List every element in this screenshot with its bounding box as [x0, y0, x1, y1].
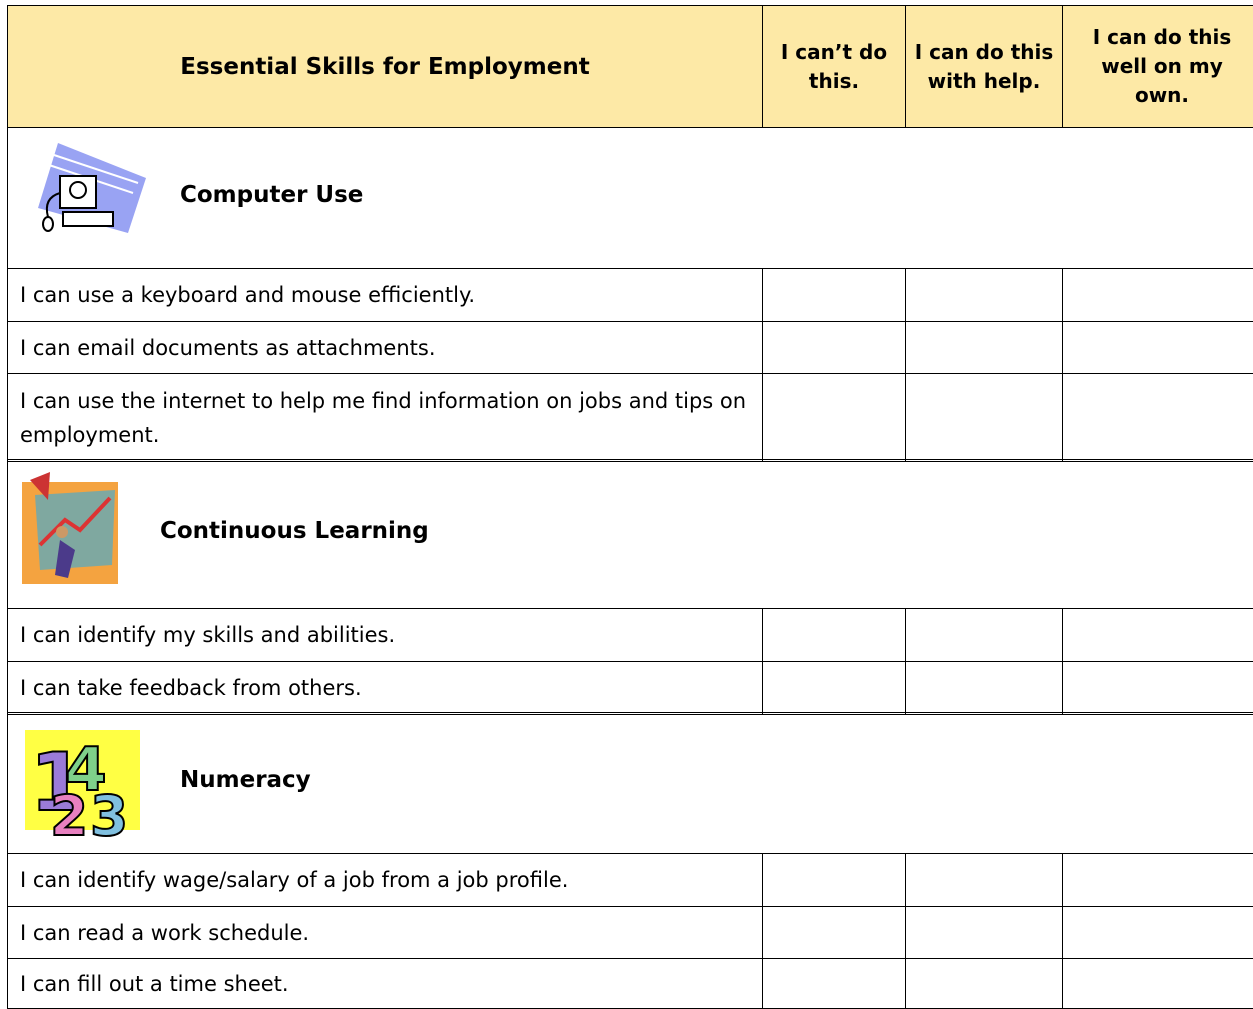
svg-text:2: 2 — [50, 784, 88, 845]
section-title: Numeracy — [180, 766, 311, 793]
computer-icon — [38, 143, 146, 233]
rating-cell — [1062, 958, 1253, 1009]
skill-item: I can use the internet to help me find i… — [7, 373, 763, 462]
skill-item: I can use a keyboard and mouse efficient… — [7, 268, 763, 322]
header-column: I can do this well on my own. — [1062, 5, 1253, 128]
numeracy-icon: 1 4 2 3 — [25, 730, 140, 845]
rating-cell — [905, 853, 1063, 907]
header-title: Essential Skills for Employment — [7, 5, 763, 128]
skill-item: I can identify my skills and abilities. — [7, 608, 763, 662]
rating-cell — [1062, 373, 1253, 462]
section-title: Computer Use — [180, 181, 364, 208]
rating-cell — [1062, 268, 1253, 322]
section-title: Continuous Learning — [160, 517, 429, 544]
rating-cell — [762, 958, 906, 1009]
rating-cell — [905, 906, 1063, 959]
rating-cell — [762, 906, 906, 959]
rating-cell — [1062, 608, 1253, 662]
rating-cell — [762, 268, 906, 322]
header-column: I can do this with help. — [905, 5, 1063, 128]
skill-item: I can identify wage/salary of a job from… — [7, 853, 763, 907]
rating-cell — [1062, 661, 1253, 715]
rating-cell — [905, 608, 1063, 662]
rating-cell — [905, 321, 1063, 374]
rating-cell — [905, 958, 1063, 1009]
skill-item: I can take feedback from others. — [7, 661, 763, 715]
header-column: I can’t do this. — [762, 5, 906, 128]
rating-cell — [762, 853, 906, 907]
learning-icon — [22, 472, 118, 584]
skill-item: I can fill out a time sheet. — [7, 958, 763, 1009]
skill-item: I can read a work schedule. — [7, 906, 763, 959]
rating-cell — [1062, 321, 1253, 374]
rating-cell — [762, 661, 906, 715]
rating-cell — [905, 373, 1063, 462]
rating-cell — [1062, 853, 1253, 907]
rating-cell — [1062, 906, 1253, 959]
rating-cell — [905, 268, 1063, 322]
svg-text:3: 3 — [90, 784, 128, 845]
rating-cell — [905, 661, 1063, 715]
rating-cell — [762, 321, 906, 374]
skill-item: I can email documents as attachments. — [7, 321, 763, 374]
svg-text:1: 1 — [30, 736, 86, 829]
svg-text:4: 4 — [65, 735, 107, 805]
rating-cell — [762, 373, 906, 462]
rating-cell — [762, 608, 906, 662]
